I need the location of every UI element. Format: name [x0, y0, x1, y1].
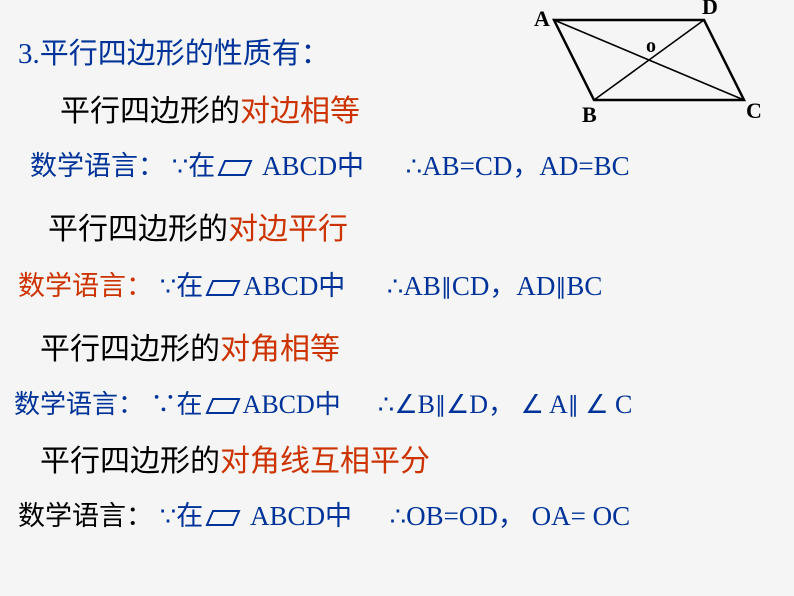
label-o: o	[646, 35, 656, 57]
prop1-key: 对边相等	[240, 95, 360, 128]
prop4-prefix: 平行四边形的	[40, 445, 220, 478]
prop2-therefore: AB∥CD，AD∥BC	[403, 271, 602, 301]
label-c: C	[746, 98, 762, 123]
because-symbol: ∵	[160, 272, 177, 301]
title-number: 3.	[18, 38, 40, 70]
prop4-because-suffix: ABCD中	[243, 501, 352, 531]
therefore-symbol: ∴	[390, 502, 407, 531]
prop2-because: 在	[176, 271, 203, 301]
prop3-prefix: 平行四边形的	[40, 333, 220, 366]
title-text: 平行四边形的性质有：	[40, 38, 330, 70]
label-a: A	[534, 6, 550, 31]
parallelogram-diagram: A D B C o	[514, 0, 774, 135]
prop3-because: 在	[177, 390, 203, 419]
prop2-math-label: 数学语言：	[18, 271, 153, 301]
therefore-symbol: ∴	[406, 152, 423, 181]
prop2-prefix: 平行四边形的	[48, 213, 228, 246]
prop2-statement: 平行四边形的对边平行	[48, 204, 348, 248]
label-b: B	[582, 102, 597, 127]
because-symbol: ∵	[160, 502, 177, 531]
parallelogram-icon	[217, 153, 253, 184]
parallelogram-icon	[205, 503, 241, 534]
page: A D B C o 3.平行四边形的性质有： 平行四边形的对边相等 数学语言： …	[0, 0, 794, 596]
prop4-therefore: OB=OD， OA= OC	[406, 501, 630, 531]
parallelogram-icon	[205, 273, 241, 304]
prop4-statement: 平行四边形的对角线互相平分	[40, 436, 430, 480]
prop1-statement: 平行四边形的对边相等	[60, 86, 360, 130]
prop1-math-label: 数学语言：	[30, 151, 165, 181]
prop3-key: 对角相等	[220, 333, 340, 366]
therefore-symbol: ∴	[387, 272, 404, 301]
diagram-svg: A D B C o	[514, 0, 774, 130]
prop1-because-suffix: ABCD中	[255, 151, 364, 181]
prop1-therefore: AB=CD，AD=BC	[422, 151, 629, 181]
prop4-because: 在	[176, 501, 203, 531]
prop4-math-label: 数学语言：	[18, 501, 153, 531]
prop4-math: 数学语言： ∵在 ABCD中 ∴OB=OD， OA= OC	[18, 494, 630, 534]
label-d: D	[702, 0, 718, 19]
parallelogram-icon	[205, 392, 241, 422]
prop3-math: 数学语言： ∵在 ABCD中 ∴∠B∥∠D， ∠ A∥ ∠ C	[14, 384, 632, 422]
prop1-because: 在	[188, 151, 215, 181]
prop4-key: 对角线互相平分	[220, 445, 430, 478]
because-symbol: ∵	[172, 152, 189, 181]
prop2-because-suffix: ABCD中	[243, 271, 345, 301]
prop1-prefix: 平行四边形的	[60, 95, 240, 128]
therefore-symbol: ∴	[378, 390, 395, 419]
prop2-math: 数学语言： ∵在 ABCD中 ∴AB∥CD，AD∥BC	[18, 264, 602, 304]
prop3-math-label: 数学语言：	[14, 390, 144, 419]
section-title: 3.平行四边形的性质有：	[18, 30, 330, 72]
prop3-therefore: ∠B∥∠D， ∠ A∥ ∠ C	[394, 390, 632, 419]
prop3-because-suffix: ABCD中	[243, 390, 341, 419]
prop2-key: 对边平行	[228, 213, 348, 246]
prop3-statement: 平行四边形的对角相等	[40, 324, 340, 368]
because-symbol: ∵	[151, 390, 177, 419]
prop1-math: 数学语言： ∵在 ABCD中 ∴AB=CD，AD=BC	[30, 144, 630, 184]
